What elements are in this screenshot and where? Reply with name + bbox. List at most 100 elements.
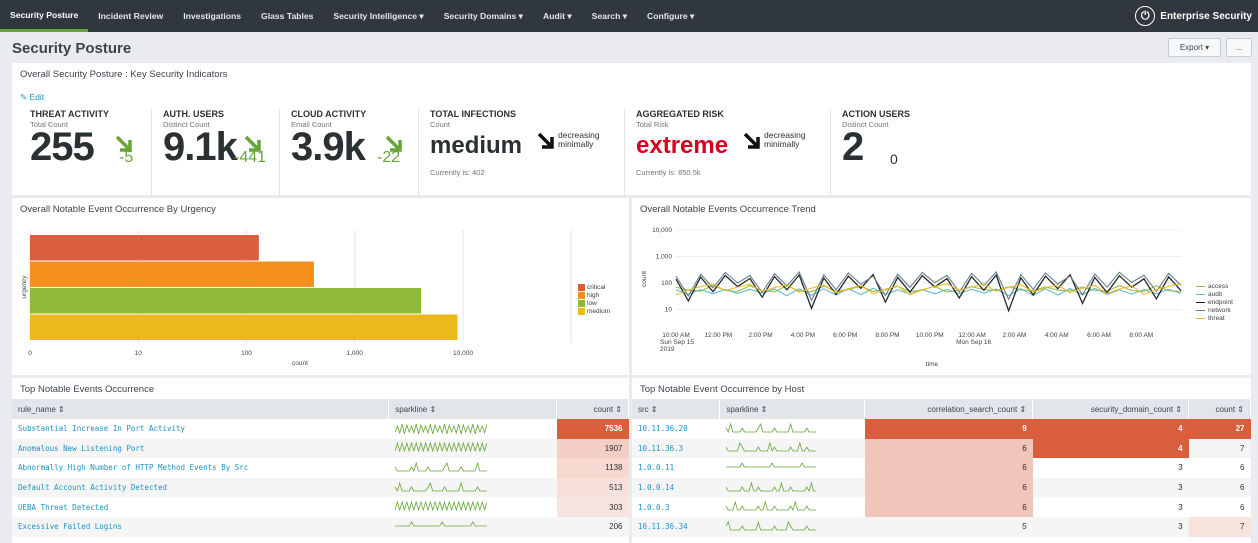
count-cell: 6	[1240, 502, 1245, 512]
trend-panel-title: Overall Notable Events Occurrence Trend	[640, 204, 816, 215]
sparkline	[725, 500, 816, 512]
correlation-search-count-cell: 9	[864, 419, 1033, 439]
table-row[interactable]: 10.11.36.20 9 4 27	[632, 419, 1251, 439]
column-header-src[interactable]: src ⇕	[632, 399, 721, 419]
kpi-trend-text: decreasing minimally	[558, 130, 600, 149]
legend-critical[interactable]: critical	[578, 284, 605, 291]
arrow-down-right-icon	[115, 135, 132, 152]
kpi-trend-text: decreasing minimally	[764, 130, 806, 149]
legend-low[interactable]: low	[578, 300, 597, 307]
nav-security-domains[interactable]: Security Domains ▾	[443, 11, 523, 21]
kpi-total-infections[interactable]: TOTAL INFECTIONS Count medium decreasing…	[430, 109, 625, 234]
legend-threat[interactable]: threat	[1196, 315, 1225, 322]
sparkline-path	[725, 500, 816, 512]
kpi-delta: 0	[890, 151, 898, 167]
export-button[interactable]: Export ▾	[1168, 38, 1221, 57]
legend-access[interactable]: access	[1196, 283, 1228, 290]
edit-link[interactable]: ✎ Edit	[20, 92, 45, 102]
nav-configure[interactable]: Configure ▾	[647, 11, 695, 21]
sparkline	[725, 520, 816, 531]
table-row[interactable]: Default Account Activity Detected 513	[12, 477, 629, 498]
x-tick-label: 8:00 AM	[1129, 332, 1153, 339]
src-cell[interactable]: 10.11.36.34	[632, 516, 720, 537]
column-header-rule-name[interactable]: rule_name ⇕	[12, 399, 390, 419]
nav-security-intelligence[interactable]: Security Intelligence ▾	[333, 11, 424, 21]
legend-swatch	[578, 284, 585, 291]
x-tick-label: 10	[135, 350, 143, 357]
table-row[interactable]: 1.0.0.14 6 3 6	[632, 477, 1251, 498]
column-header-count[interactable]: count ⇕	[1188, 399, 1251, 419]
legend-high[interactable]: high	[578, 292, 599, 299]
sparkline-path	[394, 441, 488, 453]
y-tick-label: 1,000	[656, 253, 673, 260]
x-tick-label: 12:00 PM	[704, 332, 732, 339]
src-cell[interactable]: 1.0.0.11	[638, 463, 675, 473]
rule-name-cell[interactable]: Excessive Failed Logins	[12, 516, 389, 537]
table-row[interactable]: 10.11.36.34 5 3 7	[632, 516, 1251, 537]
rule-name-cell[interactable]: Abnormally High Number of HTTP Method Ev…	[18, 463, 249, 473]
table-row[interactable]: Anomalous New Listening Port 1907	[12, 438, 629, 459]
nav-investigations[interactable]: Investigations	[183, 11, 242, 21]
legend-audit[interactable]: audit	[1196, 291, 1222, 298]
column-header-sparkline[interactable]: sparkline ⇕	[719, 399, 866, 419]
x-tick-label: 2:00 AM	[1002, 332, 1026, 339]
legend-medium[interactable]: medium	[578, 308, 610, 315]
more-button[interactable]: ...	[1226, 38, 1252, 57]
kpi-auth-users[interactable]: AUTH. USERS Distinct Count 9.1k -441	[163, 109, 280, 234]
security-domain-count-cell: 3	[1178, 502, 1183, 512]
sparkline-path	[394, 500, 488, 512]
security-domain-count-cell: 3	[1032, 477, 1189, 498]
table-row[interactable]: Excessive Failed Logins 206	[12, 516, 629, 537]
kpi-delta: -5	[119, 149, 134, 166]
src-cell[interactable]: 1.0.0.14	[632, 477, 720, 498]
kpi-value: 2	[842, 125, 864, 169]
y-tick-label: 100	[661, 280, 672, 287]
legend-swatch	[1196, 285, 1205, 288]
sparkline-cell	[720, 458, 865, 478]
src-cell[interactable]: 10.11.36.3	[632, 438, 720, 459]
security-domain-count-cell: 4	[1032, 419, 1189, 439]
nav-security-posture[interactable]: Security Posture	[0, 0, 89, 32]
column-header-correlation-search-count[interactable]: correlation_search_count ⇕	[864, 399, 1034, 419]
correlation-search-count-cell: 6	[864, 477, 1033, 498]
x-tick-label: 10:00 PM	[916, 332, 944, 339]
top-nav: Security Posture Incident Review Investi…	[0, 0, 1258, 32]
table-row[interactable]: Substantial Increase In Port Activity 753…	[12, 419, 629, 439]
table-row[interactable]: 10.11.36.3 6 4 7	[632, 438, 1251, 459]
table-row[interactable]: 1.0.0.11 6 3 6	[632, 458, 1251, 478]
sparkline-path	[725, 462, 816, 468]
rule-name-cell[interactable]: Substantial Increase In Port Activity	[18, 424, 186, 434]
kpi-action-users[interactable]: ACTION USERS Distinct Count 2 0	[842, 109, 952, 234]
urgency-panel: Overall Notable Event Occurrence By Urge…	[12, 198, 629, 375]
bar-low	[30, 288, 422, 314]
table-row[interactable]: 1.0.0.3 6 3 6	[632, 497, 1251, 517]
legend-network[interactable]: network	[1196, 307, 1231, 314]
nav-audit[interactable]: Audit ▾	[543, 11, 572, 21]
nav-glass-tables[interactable]: Glass Tables	[261, 11, 314, 21]
top-hosts-panel: Top Notable Event Occurrence by Host src…	[632, 378, 1251, 543]
kpi-threat-activity[interactable]: THREAT ACTIVITY Total Count 255 -5	[30, 109, 152, 234]
kpi-value: 3.9k	[291, 125, 366, 169]
app-brand[interactable]: ⏻ Enterprise Security	[1135, 6, 1252, 26]
table-row[interactable]: UEBA Threat Detected 303	[12, 497, 629, 517]
count-cell: 7536	[556, 419, 629, 439]
rule-name-cell[interactable]: Default Account Activity Detected	[12, 477, 389, 498]
column-header-count[interactable]: count ⇕	[556, 399, 629, 419]
kpi-panel-title: Overall Security Posture : Key Security …	[20, 69, 228, 80]
sparkline-path	[394, 481, 487, 492]
nav-incident-review[interactable]: Incident Review	[98, 11, 164, 21]
sparkline-path	[725, 481, 816, 492]
legend-endpoint[interactable]: endpoint	[1196, 299, 1233, 306]
nav-search[interactable]: Search ▾	[591, 11, 628, 21]
src-cell[interactable]: 10.11.36.20	[638, 424, 688, 434]
table-row[interactable]: Abnormally High Number of HTTP Method Ev…	[12, 458, 629, 478]
count-cell: 7	[1188, 516, 1251, 537]
rule-name-cell[interactable]: UEBA Threat Detected	[18, 502, 109, 512]
kpi-aggregated-risk[interactable]: AGGREGATED RISK Total Risk extreme decre…	[636, 109, 831, 234]
src-cell[interactable]: 1.0.0.3	[638, 502, 670, 512]
rule-name-cell[interactable]: Anomalous New Listening Port	[12, 438, 389, 459]
kpi-title: TOTAL INFECTIONS	[430, 109, 517, 119]
column-header-sparkline[interactable]: sparkline ⇕	[388, 399, 558, 419]
column-header-security-domain-count[interactable]: security_domain_count ⇕	[1032, 399, 1190, 419]
kpi-cloud-activity[interactable]: CLOUD ACTIVITY Email Count 3.9k -22	[291, 109, 419, 234]
